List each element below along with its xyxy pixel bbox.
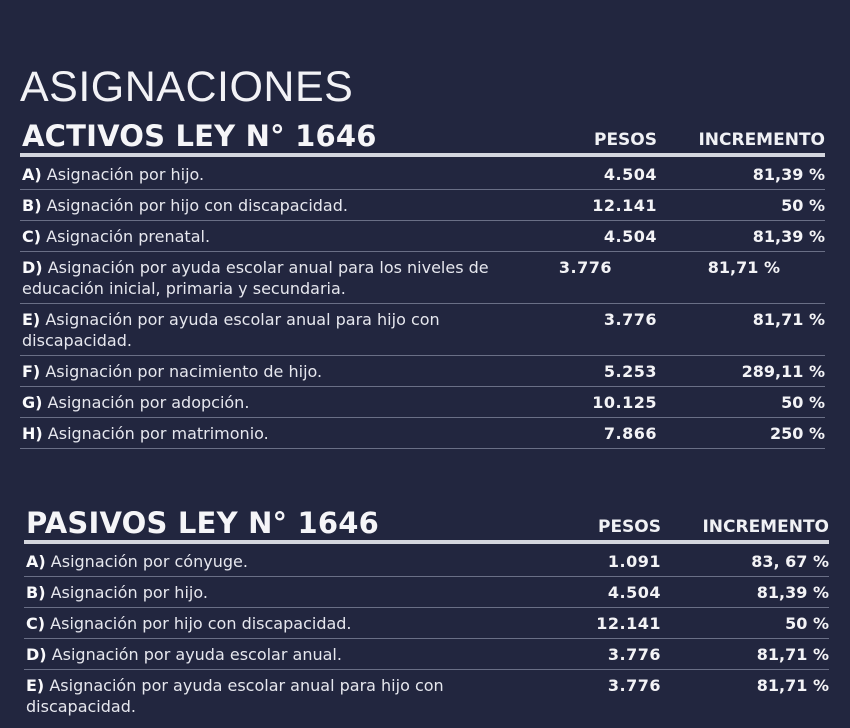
table-row: C) Asignación prenatal. 4.504 81,39 %: [20, 221, 825, 252]
row-incremento: 81,39 %: [756, 583, 829, 602]
pasivos-title: PASIVOS LEY N° 1646: [26, 506, 380, 540]
row-text: Asignación por ayuda escolar anual.: [51, 645, 342, 664]
row-incremento: 81,39 %: [752, 227, 825, 246]
page-title: ASIGNACIONES: [20, 63, 354, 111]
table-row: B) Asignación por hijo con discapacidad.…: [20, 190, 825, 221]
row-incremento: 50 %: [785, 614, 829, 633]
row-text: Asignación por matrimonio.: [47, 424, 269, 443]
row-incremento: 81,71 %: [756, 645, 829, 664]
table-row: F) Asignación por nacimiento de hijo. 5.2…: [20, 356, 825, 387]
table-row: D) Asignación por ayuda escolar anual pa…: [20, 252, 825, 304]
row-letter: B): [22, 196, 42, 215]
row-label: A) Asignación por hijo.: [20, 164, 567, 185]
row-letter: B): [26, 583, 46, 602]
row-incremento: 50 %: [781, 196, 825, 215]
row-label: H) Asignación por matrimonio.: [20, 423, 567, 444]
row-letter: A): [26, 552, 46, 571]
row-incremento: 50 %: [781, 393, 825, 412]
row-pesos: 12.141: [596, 614, 661, 633]
activos-title: ACTIVOS LEY N° 1646: [22, 119, 377, 153]
row-pesos: 4.504: [603, 165, 657, 184]
row-letter: E): [26, 676, 45, 695]
activos-table: ACTIVOS LEY N° 1646 PESOS INCREMENTO A) …: [20, 113, 825, 449]
row-letter: C): [22, 227, 42, 246]
row-letter: D): [26, 645, 47, 664]
pasivos-table: PASIVOS LEY N° 1646 PESOS INCREMENTO A) …: [24, 500, 829, 721]
row-text: Asignación por ayuda escolar anual para …: [26, 676, 444, 716]
row-letter: E): [22, 310, 41, 329]
activos-col-pesos: PESOS: [593, 130, 657, 150]
row-incremento: 81,39 %: [752, 165, 825, 184]
row-pesos: 4.504: [607, 583, 661, 602]
row-letter: D): [22, 258, 43, 277]
table-row: A) Asignación por cónyuge. 1.091 83, 67 %: [24, 544, 829, 577]
activos-header: ACTIVOS LEY N° 1646 PESOS INCREMENTO: [20, 113, 825, 157]
row-pesos: 12.141: [592, 196, 657, 215]
row-text: Asignación por hijo con discapacidad.: [46, 196, 348, 215]
row-label: A) Asignación por cónyuge.: [24, 551, 571, 572]
row-pesos: 3.776: [607, 676, 661, 695]
row-text: Asignación por hijo.: [46, 165, 205, 184]
row-pesos: 1.091: [607, 552, 661, 571]
activos-rows: A) Asignación por hijo. 4.504 81,39 % B) A…: [20, 157, 825, 449]
table-row: B) Asignación por hijo. 4.504 81,39 %: [24, 577, 829, 608]
pasivos-col-pesos: PESOS: [597, 517, 661, 537]
row-pesos: 3.776: [607, 645, 661, 664]
row-incremento: 81,71 %: [752, 310, 825, 329]
row-label: E) Asignación por ayuda escolar anual pa…: [20, 309, 452, 351]
table-row: A) Asignación por hijo. 4.504 81,39 %: [20, 157, 825, 190]
row-text: Asignación por hijo.: [50, 583, 208, 602]
row-pesos: 3.776: [558, 258, 612, 277]
row-text: Asignación por adopción.: [47, 393, 250, 412]
row-pesos: 5.253: [603, 362, 657, 381]
pasivos-header: PASIVOS LEY N° 1646 PESOS INCREMENTO: [24, 500, 829, 544]
row-text: Asignación por ayuda escolar anual para …: [22, 258, 489, 298]
pasivos-rows: A) Asignación por cónyuge. 1.091 83, 67 % …: [24, 544, 829, 721]
table-row: D) Asignación por ayuda escolar anual. 3.…: [24, 639, 829, 670]
row-label: C) Asignación por hijo con discapacidad.: [24, 613, 571, 634]
row-text: Asignación por hijo con discapacidad.: [50, 614, 352, 633]
row-incremento: 250 %: [770, 424, 825, 443]
table-row: C) Asignación por hijo con discapacidad.…: [24, 608, 829, 639]
row-letter: G): [22, 393, 43, 412]
row-pesos: 3.776: [603, 310, 657, 329]
row-label: F) Asignación por nacimiento de hijo.: [20, 361, 567, 382]
row-label: C) Asignación prenatal.: [20, 226, 567, 247]
row-label: B) Asignación por hijo.: [24, 582, 571, 603]
table-row: H) Asignación por matrimonio. 7.866 250 %: [20, 418, 825, 449]
row-letter: A): [22, 165, 42, 184]
row-letter: F): [22, 362, 41, 381]
row-label: E) Asignación por ayuda escolar anual pa…: [24, 675, 456, 717]
row-text: Asignación por nacimiento de hijo.: [45, 362, 323, 381]
row-incremento: 81,71 %: [707, 258, 780, 277]
row-pesos: 7.866: [603, 424, 657, 443]
row-text: Asignación prenatal.: [46, 227, 211, 246]
row-label: D) Asignación por ayuda escolar anual.: [24, 644, 571, 665]
table-row: E) Asignación por ayuda escolar anual pa…: [20, 304, 825, 356]
row-pesos: 4.504: [603, 227, 657, 246]
row-pesos: 10.125: [592, 393, 657, 412]
row-letter: C): [26, 614, 46, 633]
activos-col-incremento: INCREMENTO: [698, 130, 825, 150]
row-text: Asignación por cónyuge.: [50, 552, 248, 571]
row-incremento: 83, 67 %: [751, 552, 829, 571]
table-row: G) Asignación por adopción. 10.125 50 %: [20, 387, 825, 418]
table-row: E) Asignación por ayuda escolar anual pa…: [24, 670, 829, 721]
row-text: Asignación por ayuda escolar anual para …: [22, 310, 440, 350]
row-label: D) Asignación por ayuda escolar anual pa…: [20, 257, 522, 299]
row-label: G) Asignación por adopción.: [20, 392, 567, 413]
row-label: B) Asignación por hijo con discapacidad.: [20, 195, 567, 216]
row-letter: H): [22, 424, 43, 443]
pasivos-col-incremento: INCREMENTO: [702, 517, 829, 537]
row-incremento: 289,11 %: [741, 362, 825, 381]
row-incremento: 81,71 %: [756, 676, 829, 695]
